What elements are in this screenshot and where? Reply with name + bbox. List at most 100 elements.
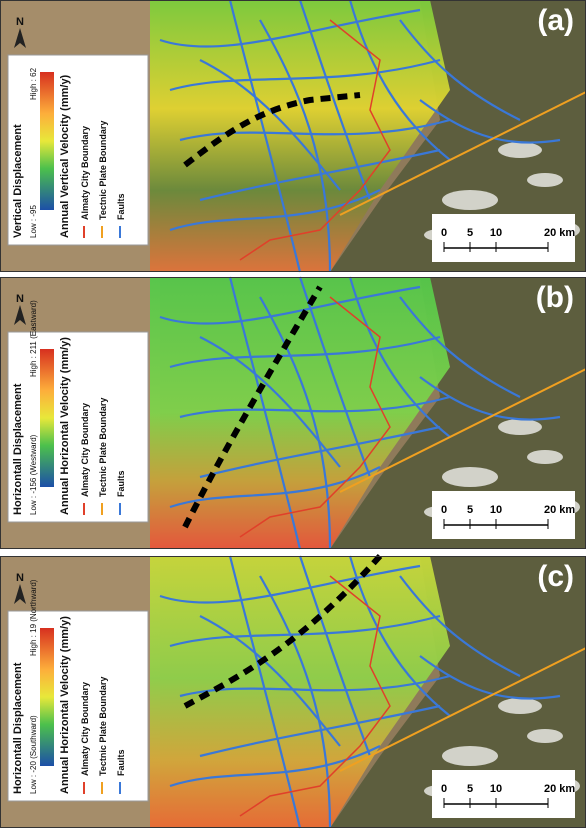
panel-label: (c) (537, 560, 574, 593)
snow (442, 746, 498, 766)
legend-low: Low : -156 (Westward) (29, 434, 38, 515)
fault (179, 674, 451, 698)
fault (179, 395, 451, 419)
scale-label: 5 (467, 504, 473, 516)
north-label: N (16, 572, 24, 584)
fault (419, 376, 561, 421)
legend: Horizontall Displacement Low : -156 (West… (7, 300, 149, 523)
plate-boundary (339, 647, 586, 772)
fault (348, 276, 451, 438)
scale-label: 0 (441, 227, 447, 239)
legend-item: Tectnic Plate Boundary (98, 121, 108, 220)
legend-title: Horizontall Displacement (12, 662, 24, 794)
color-bar (40, 628, 54, 766)
legend-box (7, 610, 149, 802)
mountains (330, 556, 586, 828)
fault (228, 276, 302, 550)
scale-label: 10 (490, 783, 502, 795)
scale-label: 20 km (544, 227, 575, 239)
mountains (330, 0, 586, 272)
fault (199, 148, 441, 202)
fault (348, 555, 451, 717)
city-boundary (239, 575, 391, 817)
fault (199, 615, 341, 747)
legend-low: Low : -20 (Southward) (29, 715, 38, 794)
snow (498, 698, 542, 714)
fault (169, 189, 381, 232)
plate-boundary (339, 368, 586, 493)
scale-label: 20 km (544, 504, 575, 516)
scale-bar: 0 5 10 20 km (432, 770, 575, 818)
fault (259, 296, 332, 550)
fault (169, 466, 381, 509)
north-label: N (16, 16, 24, 28)
color-bar (40, 72, 54, 210)
scale-box (432, 491, 575, 539)
snow (498, 142, 542, 158)
legend-box (7, 54, 149, 246)
fault (419, 655, 561, 700)
city-boundary (239, 19, 391, 261)
fault (419, 99, 561, 144)
legend-high: High : 62 (29, 67, 38, 100)
dashed-trend (182, 285, 323, 529)
scale-label: 10 (490, 504, 502, 516)
dashed-trend (183, 554, 383, 709)
legend-high: High : 211 (Eastward) (29, 300, 38, 377)
scale-label: 0 (441, 783, 447, 795)
color-bar (40, 349, 54, 487)
north-arrow (14, 28, 26, 48)
snow (527, 450, 563, 464)
fault (169, 745, 381, 788)
scale-box (432, 770, 575, 818)
legend-item: Faults (116, 749, 126, 776)
fault (159, 8, 421, 48)
panel: (a) N Vertical Displacement Low : -95 High :… (0, 0, 586, 273)
snow (442, 467, 498, 487)
north-label: N (16, 293, 24, 305)
city-boundary (239, 296, 391, 538)
legend-item: Faults (116, 470, 126, 497)
fault (298, 555, 372, 757)
scale-bar: 0 5 10 20 km (432, 214, 575, 262)
legend-title: Horizontall Displacement (12, 383, 24, 515)
legend-item: Tectnic Plate Boundary (98, 398, 108, 497)
snow (527, 729, 563, 743)
legend: Vertical Displacement Low : -95 High : 62 A… (7, 54, 149, 246)
fault (298, 276, 372, 478)
fault (348, 0, 451, 161)
fault (199, 59, 341, 191)
fault (259, 19, 332, 273)
legend-item: Almaty City Boundary (80, 682, 90, 776)
fault (259, 575, 332, 829)
mountains (330, 277, 586, 549)
scale-label: 20 km (544, 783, 575, 795)
fault (179, 118, 451, 142)
fault (199, 425, 441, 479)
scale-label: 0 (441, 504, 447, 516)
legend-item: Faults (116, 193, 126, 220)
panel: (b) N Horizontall Displacement Low : -156 (… (0, 276, 586, 550)
fault (228, 0, 302, 273)
legend-velocity: Annual Horizontal Velocity (mm/y) (59, 337, 71, 515)
fault (199, 336, 341, 468)
fault (399, 19, 521, 121)
scale-bar: 0 5 10 20 km (432, 491, 575, 539)
legend-box (7, 331, 149, 523)
north-arrow (14, 584, 26, 604)
panel-label: (a) (537, 4, 574, 37)
fault (399, 575, 521, 677)
legend: Horizontall Displacement Low : -20 (South… (7, 579, 149, 802)
legend-low: Low : -95 (29, 205, 38, 238)
legend-item: Tectnic Plate Boundary (98, 677, 108, 776)
snow (442, 190, 498, 210)
fault (159, 564, 421, 604)
scale-box (432, 214, 575, 262)
legend-title: Vertical Displacement (12, 124, 24, 238)
fault (228, 555, 302, 829)
panel-label: (b) (536, 281, 574, 314)
fault (199, 704, 441, 758)
snow (527, 173, 563, 187)
panel: (c) N Horizontall Displacement Low : -20 (S… (0, 554, 586, 829)
north-arrow (14, 305, 26, 325)
